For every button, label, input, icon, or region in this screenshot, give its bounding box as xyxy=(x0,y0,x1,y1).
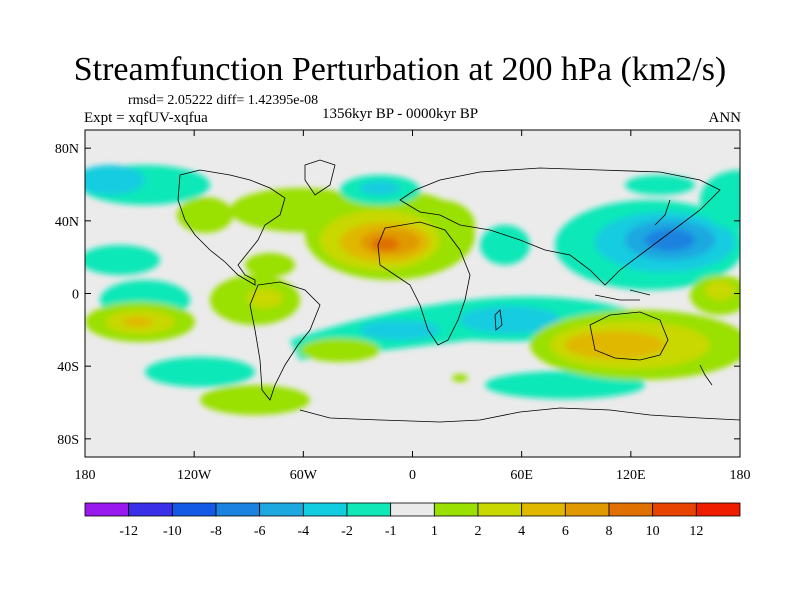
southern-tropical-negative-band xyxy=(145,296,645,399)
lon-tick-label: 180 xyxy=(730,468,751,483)
colorbar-label: 2 xyxy=(475,524,482,539)
lon-tick-label: 0 xyxy=(409,468,416,483)
period-label: 1356kyr BP - 0000kyr BP xyxy=(322,106,479,122)
lon-tick-label: 120W xyxy=(177,468,212,483)
colorbar-swatch xyxy=(564,502,610,517)
coast-madagascar xyxy=(494,309,503,331)
coast-indonesia xyxy=(594,289,651,301)
colorbar-swatch xyxy=(608,502,654,517)
colorbar-label: 6 xyxy=(562,524,569,539)
experiment-label: Expt = xqfUV-xqfua xyxy=(84,110,208,126)
colorbar-swatch xyxy=(346,502,392,517)
colorbar-swatch xyxy=(171,502,217,517)
colorbar-swatch xyxy=(652,502,697,517)
colorbar-label: -4 xyxy=(297,524,309,539)
coast-eurasia xyxy=(399,167,721,286)
coast-japan xyxy=(654,199,671,226)
colorbar-swatch xyxy=(521,502,566,517)
colorbar-swatch xyxy=(695,502,741,517)
lat-tick-label: 40S xyxy=(57,360,79,375)
colorbar-swatch xyxy=(302,502,348,517)
colorbar-label: 12 xyxy=(689,524,703,539)
colorbar-label: 1 xyxy=(431,524,438,539)
colorbar-label: -2 xyxy=(341,524,353,539)
coast-antarctica xyxy=(299,407,740,423)
colorbar-label: -6 xyxy=(254,524,266,539)
lon-tick-label: 60W xyxy=(290,468,318,483)
colorbar-swatch xyxy=(128,502,173,517)
coast-australia xyxy=(589,311,669,361)
coast-new-zealand xyxy=(699,364,713,386)
colorbar-label: -10 xyxy=(163,524,182,539)
axis-ticks: 80N 40N 0 40S 80S 180 120W 60W 0 60E 120E 180 xyxy=(55,130,751,483)
australia-anomaly xyxy=(530,275,740,380)
colorbar-label: -1 xyxy=(385,524,397,539)
colorbar-swatch xyxy=(477,502,523,517)
lat-tick-label: 80N xyxy=(55,142,79,157)
south-pacific-anomaly xyxy=(85,302,380,415)
lat-tick-label: 80S xyxy=(57,433,79,448)
lon-tick-label: 180 xyxy=(75,468,96,483)
colorbar-label: -8 xyxy=(210,524,222,539)
season-label: ANN xyxy=(708,110,742,126)
colorbar-swatch xyxy=(390,502,435,517)
colorbar: -12 -10 -8 -6 -4 -2 -1 1 2 4 6 8 10 12 xyxy=(84,502,741,539)
north-america-anomaly xyxy=(177,197,300,325)
colorbar-swatch xyxy=(259,502,304,517)
map-title: Streamfunction Perturbation at 200 hPa (… xyxy=(73,51,727,88)
lon-tick-label: 60E xyxy=(510,468,533,483)
lat-tick-label: 40N xyxy=(55,215,79,230)
colorbar-label: 10 xyxy=(646,524,660,539)
colorbar-label: 4 xyxy=(518,524,525,539)
rmsd-stats: rmsd= 2.05222 diff= 1.42395e-08 xyxy=(128,93,319,108)
coast-greenland xyxy=(304,159,336,196)
colorbar-swatch xyxy=(433,502,479,517)
colorbar-swatch xyxy=(215,502,261,517)
colorbar-label: -12 xyxy=(119,524,138,539)
lon-tick-label: 120E xyxy=(616,468,646,483)
streamfunction-field xyxy=(85,165,740,415)
coast-africa xyxy=(377,221,471,346)
lat-tick-label: 0 xyxy=(72,288,79,303)
coast-north-america xyxy=(177,169,286,286)
coast-south-america xyxy=(249,281,321,401)
colorbar-label: 8 xyxy=(606,524,613,539)
colorbar-swatch xyxy=(84,502,130,517)
coastlines xyxy=(177,159,740,423)
map-plot-area xyxy=(85,130,740,457)
northwest-pacific-minimum xyxy=(555,170,740,290)
